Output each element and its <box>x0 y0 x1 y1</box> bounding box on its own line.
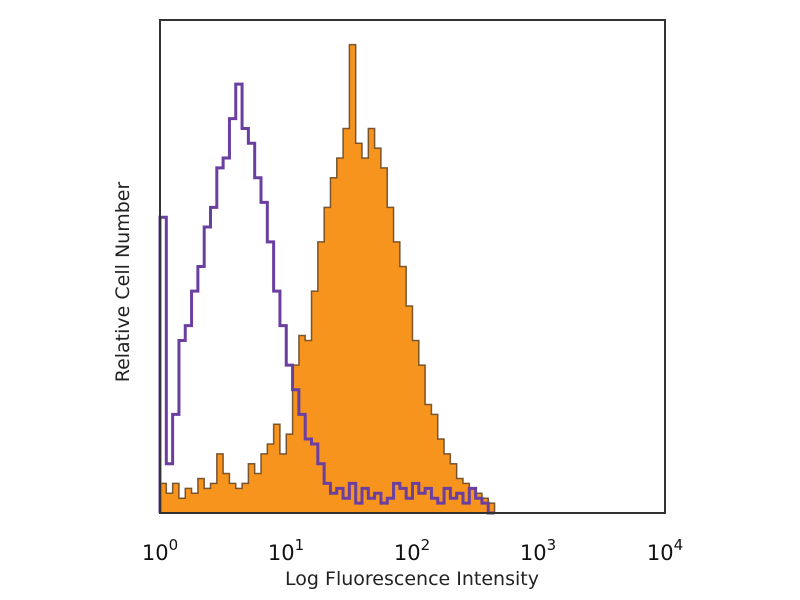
x-tick-label: 104 <box>646 536 684 565</box>
outline-histogram-bin <box>242 128 248 513</box>
outline-histogram-bin <box>267 242 273 513</box>
outline-histogram-bin <box>248 143 254 513</box>
outline-histogram-bin <box>413 483 419 513</box>
outline-histogram-bin <box>299 414 305 513</box>
x-axis-label: Log Fluorescence Intensity <box>285 568 539 590</box>
outline-histogram-bin <box>286 365 292 513</box>
plot-frame <box>159 19 666 514</box>
x-tick-label: 103 <box>519 536 557 565</box>
filled-histogram-bin <box>381 168 387 513</box>
outline-histogram-bin <box>419 493 425 513</box>
outline-histogram-bin <box>406 498 412 513</box>
outline-histogram-bin <box>185 326 191 513</box>
outline-histogram-bin <box>394 483 400 513</box>
outline-histogram-bin <box>463 503 469 513</box>
outline-histogram-bin <box>457 493 463 513</box>
outline-histogram-bin <box>166 464 172 513</box>
outline-histogram-bin <box>438 503 444 513</box>
outline-histogram-bin <box>450 498 456 513</box>
outline-histogram-bin <box>375 493 381 513</box>
series-layer <box>158 43 501 515</box>
outline-histogram-bin <box>330 493 336 513</box>
filled-histogram-bin <box>337 158 343 513</box>
outline-histogram-bin <box>229 119 235 513</box>
outline-histogram-bin <box>482 503 488 513</box>
outline-histogram-bin <box>476 498 482 513</box>
outline-histogram-bin <box>274 291 280 513</box>
outline-histogram-bin <box>400 488 406 513</box>
outline-histogram-bin <box>381 503 387 513</box>
outline-histogram-bin <box>362 488 368 513</box>
filled-histogram-bin <box>362 158 368 513</box>
outline-histogram-bin <box>179 340 185 513</box>
outline-histogram-bin <box>425 488 431 513</box>
outline-histogram-bin <box>305 439 311 513</box>
outline-histogram-bin <box>217 168 223 513</box>
filled-histogram-bin <box>394 242 400 513</box>
outline-histogram-bin <box>349 483 355 513</box>
outline-histogram-bin <box>469 488 475 513</box>
outline-histogram-bin <box>387 498 393 513</box>
outline-histogram-bin <box>444 488 450 513</box>
outline-histogram-bin <box>261 202 267 513</box>
outline-histogram-bin <box>255 178 261 513</box>
filled-histogram-bin <box>343 128 349 513</box>
filled-histogram-bin <box>387 207 393 513</box>
outline-histogram-bin <box>431 498 437 513</box>
outline-histogram-bin <box>192 291 198 513</box>
outline-histogram-bin <box>318 464 324 513</box>
y-axis-label: Relative Cell Number <box>112 181 134 383</box>
outline-histogram-bin <box>293 390 299 513</box>
filled-histogram-bin <box>368 128 374 513</box>
outline-histogram <box>158 82 495 515</box>
filled-histogram <box>159 43 501 514</box>
outline-histogram-bin <box>324 483 330 513</box>
outline-histogram-bin <box>236 84 242 513</box>
filled-histogram-bin <box>330 178 336 513</box>
outline-histogram-bin <box>368 498 374 513</box>
outline-histogram-bin <box>343 498 349 513</box>
outline-histogram-bin <box>211 207 217 513</box>
outline-histogram-bin <box>312 444 318 513</box>
x-tick-label: 100 <box>141 536 179 565</box>
filled-histogram-bin <box>349 45 355 513</box>
outline-histogram-bin <box>356 503 362 513</box>
outline-histogram-bin <box>198 267 204 514</box>
x-tick-label: 101 <box>267 536 305 565</box>
outline-histogram-bin <box>337 488 343 513</box>
filled-histogram-bin <box>400 267 406 514</box>
outline-histogram-bin <box>223 158 229 513</box>
x-tick-label: 102 <box>393 536 431 565</box>
outline-histogram-bin <box>173 414 179 513</box>
filled-histogram-bin <box>375 148 381 513</box>
outline-histogram-bin <box>204 227 210 513</box>
outline-histogram-bin <box>280 326 286 513</box>
filled-histogram-bin <box>356 143 362 513</box>
